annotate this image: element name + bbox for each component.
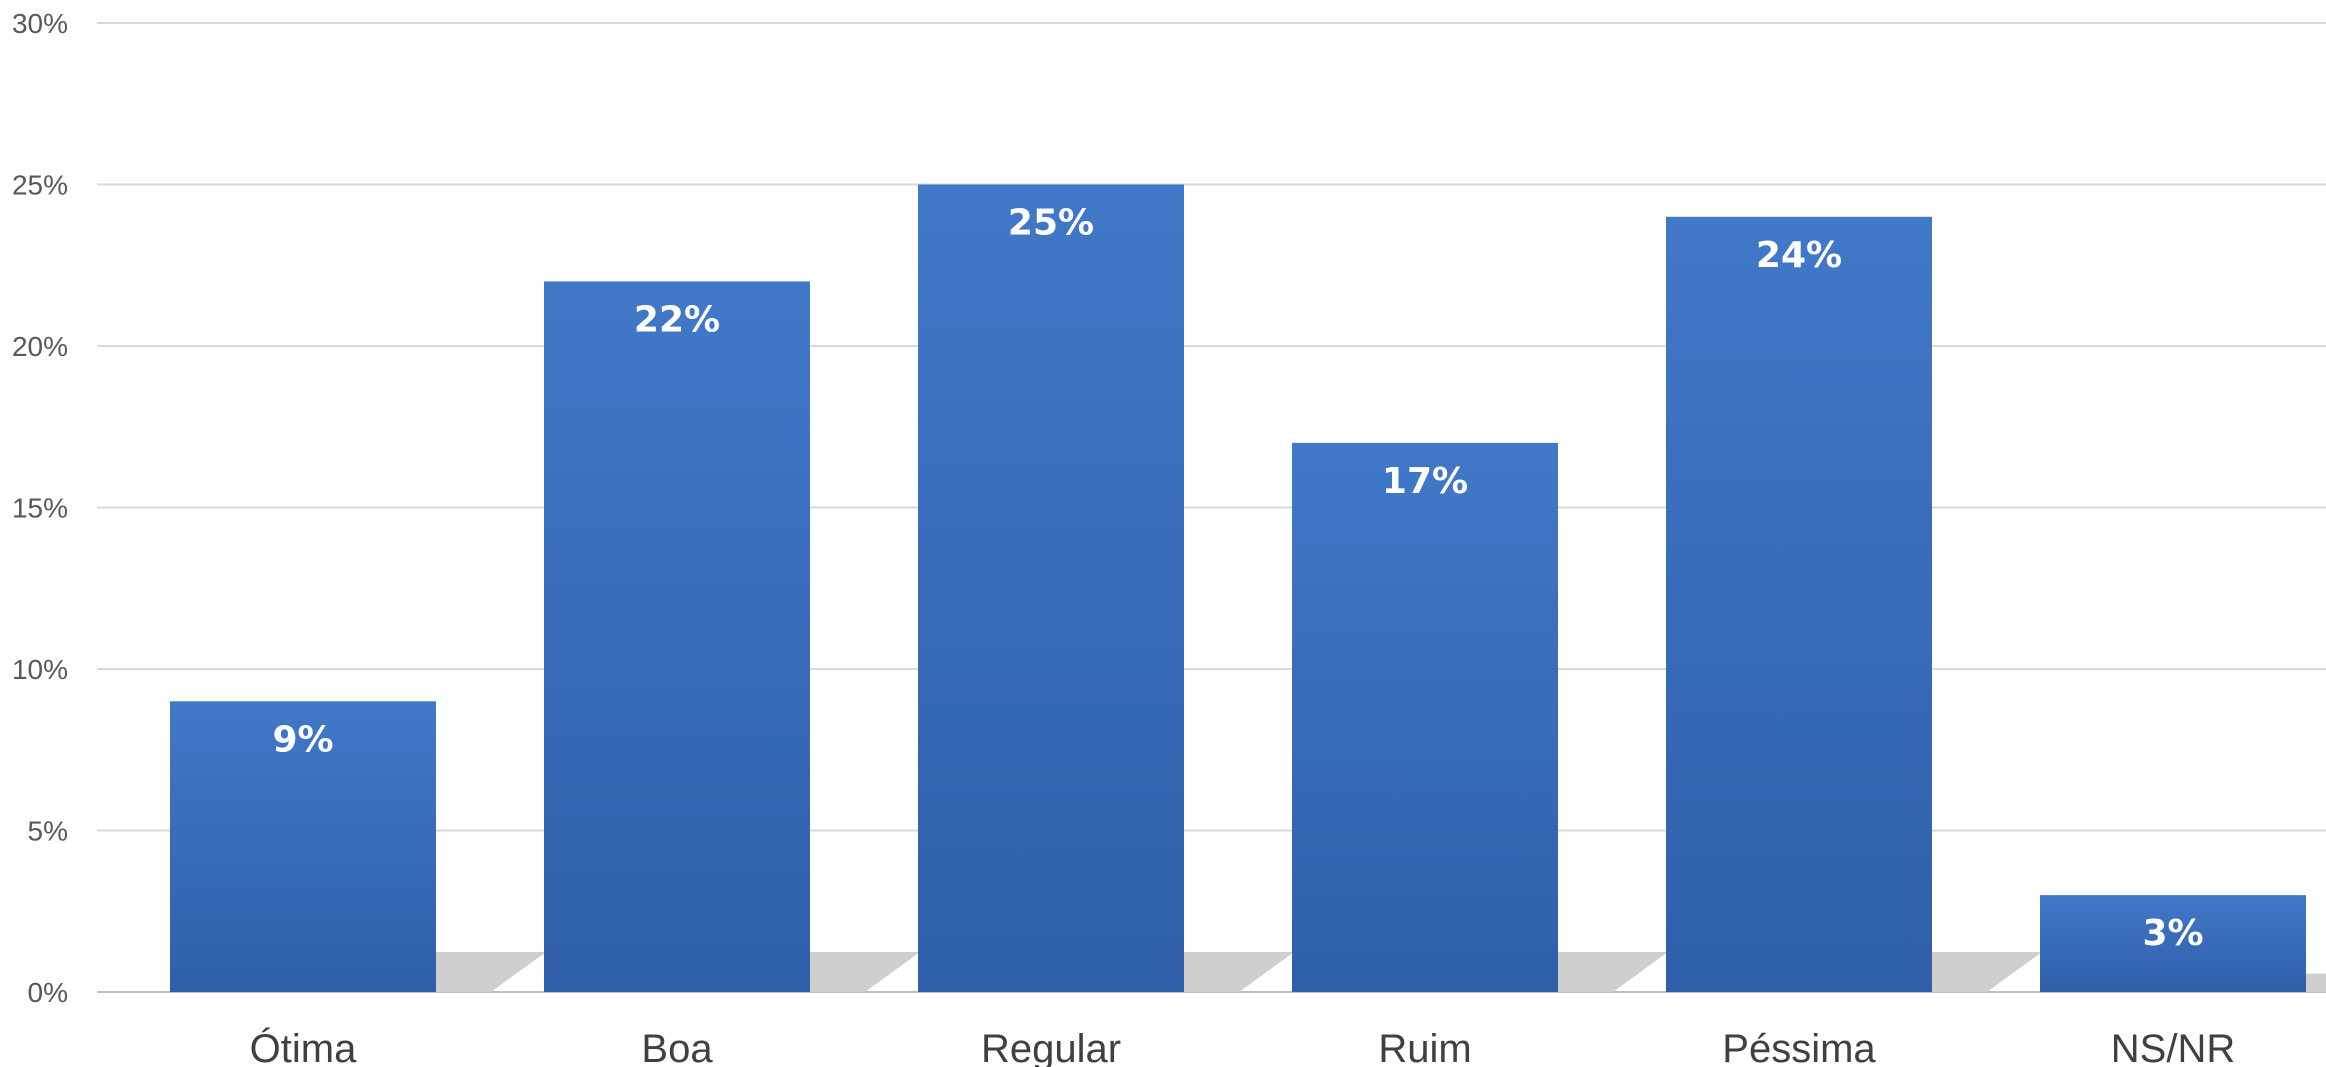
data-label: 9% [272,719,333,760]
data-label: 17% [1382,461,1468,502]
bar-shadow [436,952,546,992]
bar [2040,895,2306,992]
y-tick-label: 15% [12,493,68,524]
y-tick-label: 5% [28,816,68,847]
data-label: 3% [2142,913,2203,954]
x-tick-label: Péssima [1722,1027,1876,1067]
bar [1666,216,1932,993]
bar-shadow [1558,952,1668,992]
x-tick-label: Regular [981,1027,1121,1067]
bar-shadow [1932,952,2042,992]
y-tick-label: 25% [12,170,68,201]
x-tick-label: NS/NR [2111,1027,2235,1067]
gridlines [97,22,2326,993]
data-label: 25% [1008,203,1094,244]
y-tick-label: 30% [12,8,68,39]
x-tick-label: Ótima [250,1026,357,1067]
bar-shadows [436,952,2326,992]
bar-shadow [2306,973,2326,992]
bar [544,281,810,992]
bar-shadow [810,952,920,992]
x-tick-label: Ruim [1378,1027,1471,1067]
bar [1292,442,1558,992]
data-label: 24% [1756,235,1842,276]
bar-shadow [1184,952,1294,992]
y-tick-label: 20% [12,331,68,362]
bar [170,701,436,992]
data-labels: 9% 22% 25% 17% 24% 3% [272,203,2203,955]
y-tick-label: 10% [12,654,68,685]
bar [918,184,1184,992]
bars [170,184,2306,993]
data-label: 22% [634,299,720,340]
y-tick-label: 0% [28,977,68,1008]
y-axis-ticks: 0% 5% 10% 15% 20% 25% 30% [12,8,68,1008]
x-axis-ticks: Ótima Boa Regular Ruim Péssima NS/NR [250,1026,2236,1067]
x-tick-label: Boa [641,1027,713,1067]
